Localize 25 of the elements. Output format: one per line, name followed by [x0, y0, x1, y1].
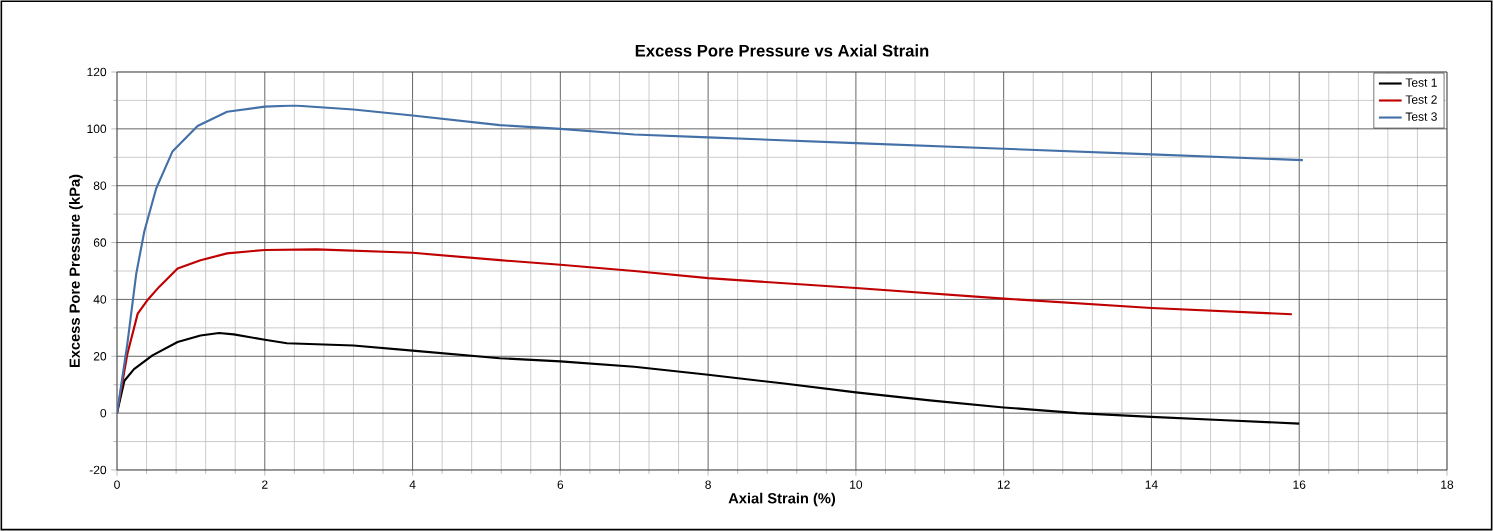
x-tick-label: 14 — [1145, 480, 1158, 489]
x-tick-label: 2 — [262, 480, 268, 489]
legend-label: Test 1 — [1405, 78, 1437, 87]
y-tick-label: 20 — [93, 352, 107, 361]
x-tick-label: 8 — [705, 480, 711, 489]
y-tick-label: 40 — [93, 295, 107, 304]
y-tick-label: 0 — [100, 408, 107, 418]
y-tick-label: 60 — [93, 238, 107, 247]
x-tick-label: 16 — [1293, 480, 1306, 489]
x-tick-label: 4 — [409, 480, 416, 489]
y-axis-title: Excess Pore Pressure (kPa) — [69, 174, 83, 368]
x-tick-label: 6 — [557, 480, 564, 489]
legend-label: Test 2 — [1405, 95, 1437, 104]
legend-label: Test 3 — [1405, 112, 1437, 121]
y-tick-label: -20 — [89, 465, 107, 475]
chart-title: Excess Pore Pressure vs Axial Strain — [635, 44, 929, 57]
x-tick-label: 12 — [997, 480, 1010, 489]
y-tick-label: 120 — [87, 67, 107, 77]
x-tick-label: 10 — [850, 480, 863, 489]
x-axis-title: Axial Strain (%) — [728, 492, 836, 507]
y-tick-label: 100 — [87, 124, 107, 134]
x-tick-label: 0 — [114, 480, 120, 489]
y-tick-label: 80 — [93, 181, 107, 190]
line-series — [117, 331, 1301, 425]
x-tick-label: 18 — [1441, 480, 1454, 489]
